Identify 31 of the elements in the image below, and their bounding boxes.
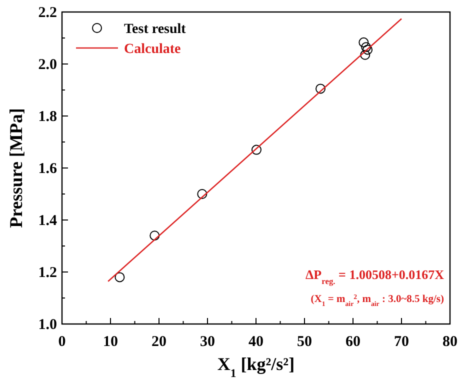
y-tick-label: 1.0 — [38, 317, 57, 333]
x-tick-label: 0 — [58, 334, 66, 350]
x-tick-label: 50 — [297, 334, 312, 350]
y-axis-title: Pressure [MPa] — [6, 108, 26, 228]
y-tick-label: 1.2 — [38, 265, 57, 281]
x-tick-label: 80 — [442, 334, 458, 350]
point — [197, 189, 208, 199]
legend-label: Test result — [124, 22, 186, 37]
x-tick-label: 30 — [200, 334, 215, 350]
x-tick-label: 10 — [103, 334, 118, 350]
y-tick-label: 1.6 — [38, 161, 58, 177]
annotation: (X$_{1}$ = m$_{air}$$^{2}$, m$_{air}$ : 3.0~8.5 kg/s) — [310, 294, 445, 308]
y-tick-label: 1.8 — [38, 109, 57, 125]
point — [150, 230, 160, 241]
x-tick-label: 60 — [346, 334, 360, 350]
legend-label: Calculate — [124, 42, 181, 57]
point — [358, 37, 369, 48]
point — [360, 50, 370, 60]
point — [361, 42, 372, 52]
x-tick-label: 70 — [394, 334, 409, 350]
x-tick-label: 20 — [152, 334, 166, 350]
y-tick-label: 2.0 — [38, 57, 57, 73]
y-tick-label: 1.4 — [38, 213, 58, 229]
point — [114, 272, 125, 282]
y-tick-label: 2.2 — [38, 5, 57, 21]
point — [362, 44, 373, 55]
x-axis-title: X$_{1}$ [kg²/s²] — [217, 354, 295, 378]
annotation: ΔP$_{reg.}$ = 1.00508+0.0167X — [306, 267, 445, 286]
x-tick-label: 40 — [248, 334, 264, 350]
point — [316, 84, 326, 94]
point — [251, 144, 262, 155]
